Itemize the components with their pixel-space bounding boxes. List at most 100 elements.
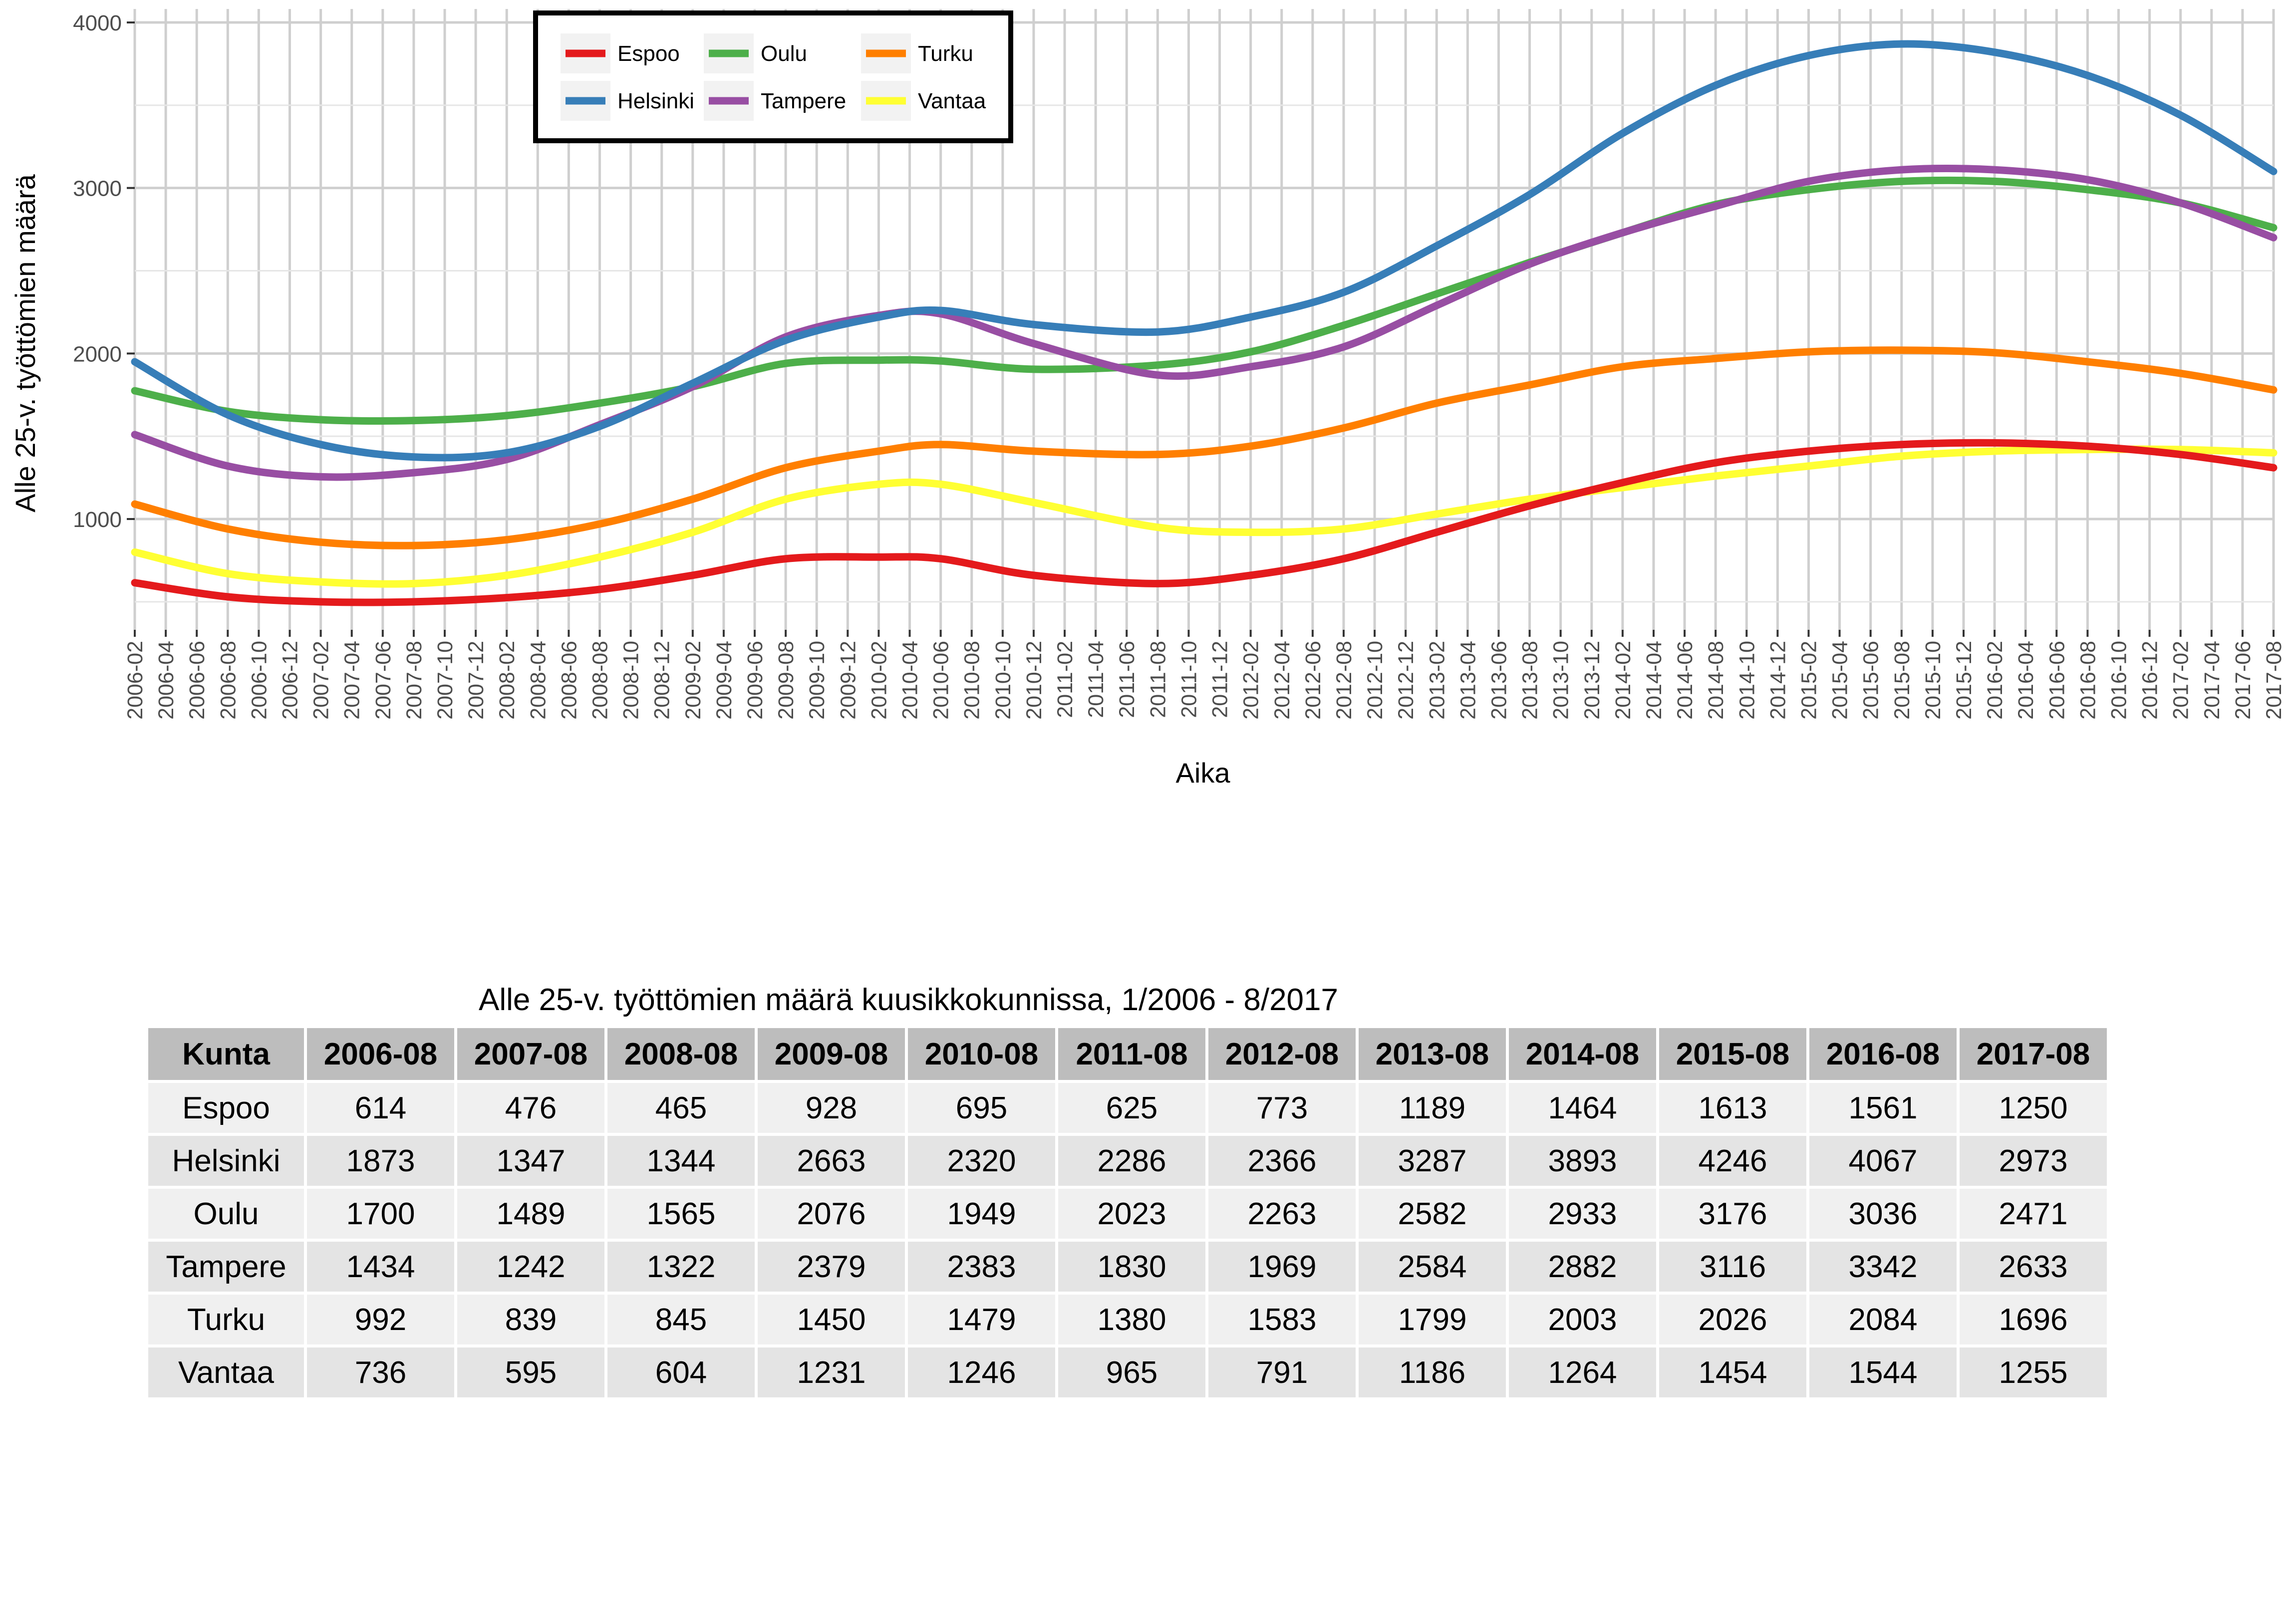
table-cell: 2286: [1055, 1133, 1208, 1189]
table-cell: 1255: [1957, 1344, 2110, 1400]
x-tick-label: 2006-08: [216, 641, 240, 720]
x-tick-label: 2016-10: [2107, 641, 2131, 720]
legend-box: [533, 10, 1013, 143]
table-cell: 1873: [304, 1133, 457, 1189]
table-cell: 2366: [1205, 1133, 1359, 1189]
x-tick-label: 2014-04: [1642, 641, 1666, 720]
x-tick-label: 2014-06: [1673, 641, 1697, 720]
table-cell: 2076: [755, 1186, 908, 1242]
x-tick-label: 2015-08: [1890, 641, 1914, 720]
x-tick-label: 2016-08: [2076, 641, 2100, 720]
table-cell: 2582: [1356, 1186, 1509, 1242]
table-cell: 2023: [1055, 1186, 1208, 1242]
table-cell: 2882: [1506, 1239, 1659, 1295]
table-cell: 1479: [905, 1292, 1058, 1347]
row-label: Tampere: [145, 1239, 307, 1295]
table-cell: 4246: [1656, 1133, 1809, 1189]
series-line-tampere: [131, 164, 2278, 481]
table-cell: 3893: [1506, 1133, 1659, 1189]
column-header: 2008-08: [604, 1025, 758, 1083]
column-header: 2006-08: [304, 1025, 457, 1083]
x-tick-label: 2015-12: [1952, 641, 1976, 720]
x-tick-label: 2013-04: [1456, 641, 1480, 720]
x-axis: 2006-02 2006-04 2006-06 2006-08 2006-10 2006-…: [123, 630, 2286, 720]
series-line-turku: [131, 346, 2278, 549]
table-cell: 2633: [1957, 1239, 2110, 1295]
table-cell: 1700: [304, 1186, 457, 1242]
table-cell: 1454: [1656, 1344, 1809, 1400]
table-cell: 1583: [1205, 1292, 1359, 1347]
table-cell: 845: [604, 1292, 758, 1347]
x-tick-label: 2011-06: [1115, 641, 1139, 718]
table-cell: 1565: [604, 1186, 758, 1242]
table-header-row: Kunta 2006-08 2007-08 2008-08 2009-08 2010-08…: [145, 1025, 2110, 1083]
x-tick-label: 2008-02: [495, 641, 519, 720]
table-cell: 1264: [1506, 1344, 1659, 1400]
table-cell: 4067: [1806, 1133, 1960, 1189]
x-tick-label: 2008-12: [650, 641, 674, 720]
chart-series: [131, 40, 2278, 606]
column-header: 2015-08: [1656, 1025, 1809, 1083]
table-cell: 604: [604, 1344, 758, 1400]
table-cell: 1246: [905, 1344, 1058, 1400]
x-tick-label: 2016-04: [2014, 641, 2038, 720]
table-cell: 476: [454, 1080, 607, 1136]
x-tick-label: 2007-04: [340, 641, 364, 720]
y-tick-label: 4000: [73, 11, 122, 35]
x-tick-label: 2010-06: [929, 641, 953, 720]
x-tick-label: 2017-02: [2169, 641, 2193, 720]
x-tick-label: 2009-12: [836, 641, 860, 720]
x-tick-label: 2013-12: [1580, 641, 1604, 720]
x-tick-label: 2012-02: [1239, 641, 1263, 720]
table-cell: 2973: [1957, 1133, 2110, 1189]
x-tick-label: 2014-10: [1735, 641, 1759, 720]
table-cell: 928: [755, 1080, 908, 1136]
x-tick-label: 2010-08: [960, 641, 984, 720]
table-cell: 1969: [1205, 1239, 1359, 1295]
table-cell: 1322: [604, 1239, 758, 1295]
table-cell: 1344: [604, 1133, 758, 1189]
x-tick-label: 2012-04: [1270, 641, 1294, 720]
legend-label-vantaa: Vantaa: [918, 89, 986, 113]
x-tick-label: 2015-04: [1828, 641, 1852, 720]
row-label: Oulu: [145, 1186, 307, 1242]
x-tick-label: 2014-08: [1704, 641, 1728, 720]
table-cell: 736: [304, 1344, 457, 1400]
table-row: Oulu 1700 1489 1565 2076 1949 2023 2263 2582 2933…: [145, 1186, 2110, 1242]
table-cell: 965: [1055, 1344, 1208, 1400]
series-line-espoo: [131, 439, 2278, 606]
x-tick-label: 2012-10: [1363, 641, 1387, 720]
table-cell: 1696: [1957, 1292, 2110, 1347]
x-tick-label: 2013-08: [1518, 641, 1542, 720]
x-tick-label: 2007-08: [402, 641, 426, 720]
column-header: 2013-08: [1356, 1025, 1509, 1083]
table-cell: 1231: [755, 1344, 908, 1400]
table-cell: 1544: [1806, 1344, 1960, 1400]
table-cell: 1489: [454, 1186, 607, 1242]
x-tick-label: 2013-06: [1487, 641, 1511, 720]
table-cell: 1799: [1356, 1292, 1509, 1347]
x-tick-label: 2009-06: [743, 641, 767, 720]
row-label: Helsinki: [145, 1133, 307, 1189]
table-cell: 3287: [1356, 1133, 1509, 1189]
table-cell: 773: [1205, 1080, 1359, 1136]
x-tick-label: 2014-12: [1766, 641, 1790, 720]
series-line-oulu: [131, 176, 2278, 425]
table-cell: 2263: [1205, 1186, 1359, 1242]
x-tick-label: 2009-08: [774, 641, 798, 720]
x-tick-label: 2007-02: [309, 641, 333, 720]
x-tick-label: 2016-06: [2045, 641, 2069, 720]
table-cell: 1380: [1055, 1292, 1208, 1347]
table-cell: 1561: [1806, 1080, 1960, 1136]
table-cell: 1830: [1055, 1239, 1208, 1295]
x-tick-label: 2013-10: [1549, 641, 1573, 720]
x-tick-label: 2006-10: [247, 641, 271, 720]
x-tick-label: 2017-08: [2262, 641, 2286, 720]
legend-label-oulu: Oulu: [761, 41, 807, 66]
table-row: Espoo 614 476 465 928 695 625 773 1189 1464 1613 15…: [145, 1080, 2110, 1136]
y-axis: 1000 2000 3000 4000: [73, 11, 135, 532]
table-cell: 1434: [304, 1239, 457, 1295]
x-tick-label: 2015-10: [1921, 641, 1945, 720]
table-cell: 2003: [1506, 1292, 1659, 1347]
column-header: 2014-08: [1506, 1025, 1659, 1083]
